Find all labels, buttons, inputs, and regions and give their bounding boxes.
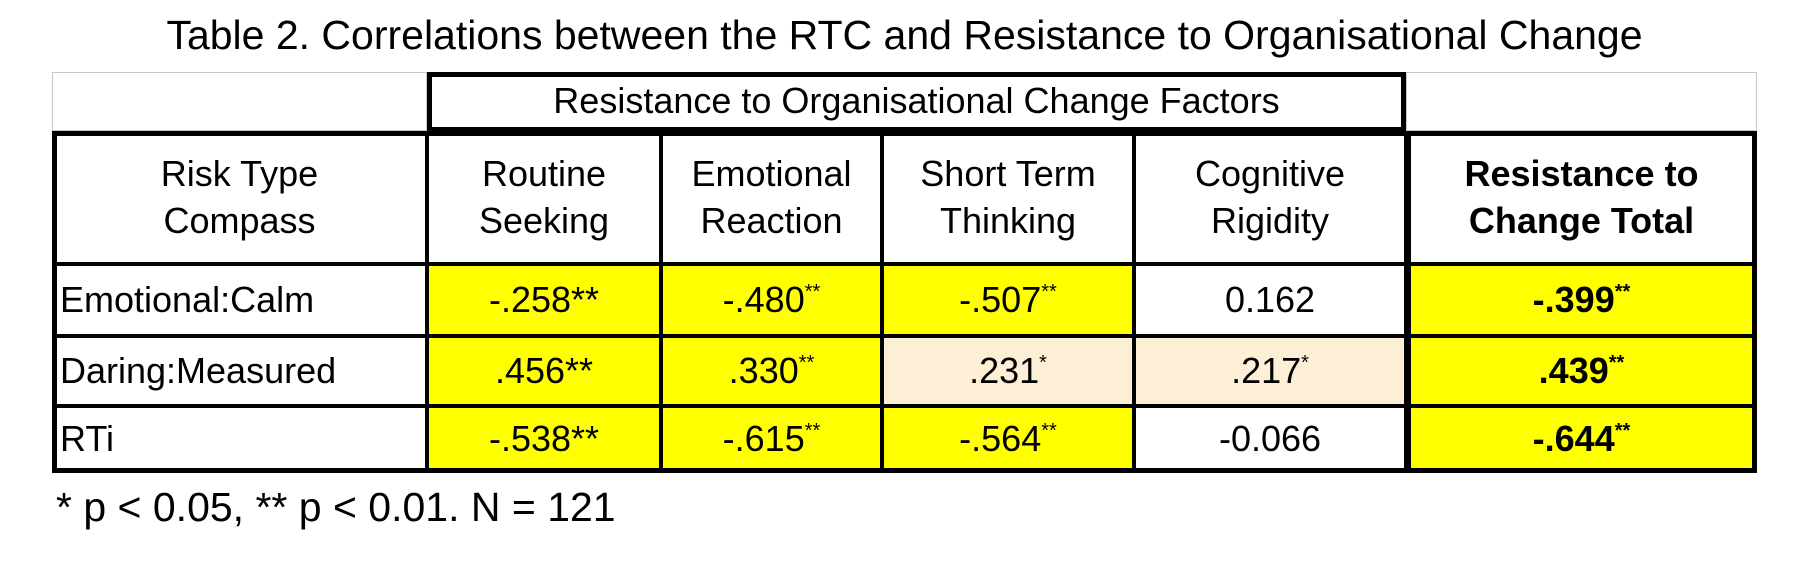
cell-text: -.538** xyxy=(488,418,600,460)
data-cell: -.644** xyxy=(1406,406,1757,473)
row-label: Emotional:Calm xyxy=(52,264,427,336)
cell-text: -.644 xyxy=(1532,418,1615,460)
cell-text: -.480 xyxy=(722,278,805,320)
data-cell: -.564** xyxy=(882,406,1134,473)
significance-marker: ** xyxy=(1041,420,1057,443)
significance-marker: * xyxy=(1039,351,1047,374)
data-cell: .439** xyxy=(1406,336,1757,406)
row-label-text: Daring:Measured xyxy=(60,349,337,391)
row-label: RTi xyxy=(52,406,427,473)
column-header: Cognitive Rigidity xyxy=(1134,131,1406,264)
row-label: Daring:Measured xyxy=(52,336,427,406)
column-header: Emotional Reaction xyxy=(661,131,882,264)
significance-marker: ** xyxy=(1041,280,1057,303)
column-header-line: Thinking xyxy=(939,199,1077,241)
cell-text: -.399 xyxy=(1532,278,1615,320)
data-cell: -.507** xyxy=(882,264,1134,336)
data-cell: .217* xyxy=(1134,336,1406,406)
cell-value: .231* xyxy=(969,348,1047,395)
table-title: Table 2. Correlations between the RTC an… xyxy=(166,12,1643,58)
cell-value: -.644** xyxy=(1533,416,1631,463)
empty-cell xyxy=(52,72,427,131)
data-cell: -0.066 xyxy=(1134,406,1406,473)
cell-text: .456** xyxy=(494,349,594,391)
cell-text: .439 xyxy=(1538,349,1609,391)
column-header: Routine Seeking xyxy=(427,131,661,264)
cell-text: -.564 xyxy=(959,418,1042,460)
column-header-line: Emotional xyxy=(691,152,852,194)
cell-text: .217 xyxy=(1231,349,1302,391)
cell-text: -.615 xyxy=(722,418,805,460)
cell-text: -.507 xyxy=(959,278,1042,320)
column-header-line: Risk Type xyxy=(160,152,319,194)
data-cell: 0.162 xyxy=(1134,264,1406,336)
significance-marker: ** xyxy=(804,280,821,303)
column-header: Resistance to Change Total xyxy=(1406,131,1757,264)
cell-value: 0.162 xyxy=(1225,277,1315,324)
cell-value: -.615** xyxy=(723,416,821,463)
cell-value: -.258** xyxy=(489,277,599,324)
significance-marker: ** xyxy=(1614,280,1631,303)
data-cell: -.258** xyxy=(427,264,661,336)
group-header-text: Resistance to Organisational Change Fact… xyxy=(553,80,1280,122)
column-header-line: Short Term xyxy=(920,152,1096,194)
column-header-line: Rigidity xyxy=(1210,199,1330,241)
row-label-text: Emotional:Calm xyxy=(60,278,315,320)
significance-marker: ** xyxy=(798,351,815,374)
data-cell: .231* xyxy=(882,336,1134,406)
data-cell: -.480** xyxy=(661,264,882,336)
cell-value: .217* xyxy=(1231,348,1309,395)
cell-text: 0.162 xyxy=(1224,278,1316,320)
significance-marker: ** xyxy=(1608,351,1625,374)
significance-marker: * xyxy=(1301,351,1309,374)
cell-text: .231 xyxy=(969,349,1040,391)
cell-text: -0.066 xyxy=(1218,418,1322,460)
data-cell: -.538** xyxy=(427,406,661,473)
cell-value: -.480** xyxy=(723,277,821,324)
column-header-line: Reaction xyxy=(700,199,843,241)
data-cell: -.399** xyxy=(1406,264,1757,336)
column-header-line: Resistance to xyxy=(1464,152,1699,194)
column-header-line: Compass xyxy=(163,199,316,241)
cell-value: -.538** xyxy=(489,416,599,463)
cell-value: -.507** xyxy=(959,277,1057,324)
column-header-line: Routine xyxy=(481,152,607,194)
group-header: Resistance to Organisational Change Fact… xyxy=(427,72,1406,131)
cell-value: .456** xyxy=(495,348,593,395)
cell-value: .330** xyxy=(729,348,815,395)
cell-value: -.399** xyxy=(1533,277,1631,324)
column-header-line: Cognitive xyxy=(1194,152,1346,194)
data-cell: .456** xyxy=(427,336,661,406)
column-header: Short Term Thinking xyxy=(882,131,1134,264)
significance-marker: ** xyxy=(1614,420,1631,443)
cell-value: -0.066 xyxy=(1219,416,1321,463)
significance-marker: ** xyxy=(804,420,821,443)
empty-cell xyxy=(1406,72,1757,131)
data-cell: .330** xyxy=(661,336,882,406)
column-header-line: Seeking xyxy=(478,199,610,241)
column-header-line: Change Total xyxy=(1468,199,1695,241)
column-header: Risk Type Compass xyxy=(52,131,427,264)
footnote: * p < 0.05, ** p < 0.01. N = 121 xyxy=(56,484,616,530)
cell-text: -.258** xyxy=(488,278,600,320)
cell-value: .439** xyxy=(1539,348,1625,395)
row-label-text: RTi xyxy=(60,418,114,460)
cell-value: -.564** xyxy=(959,416,1057,463)
cell-text: .330 xyxy=(728,349,799,391)
data-cell: -.615** xyxy=(661,406,882,473)
